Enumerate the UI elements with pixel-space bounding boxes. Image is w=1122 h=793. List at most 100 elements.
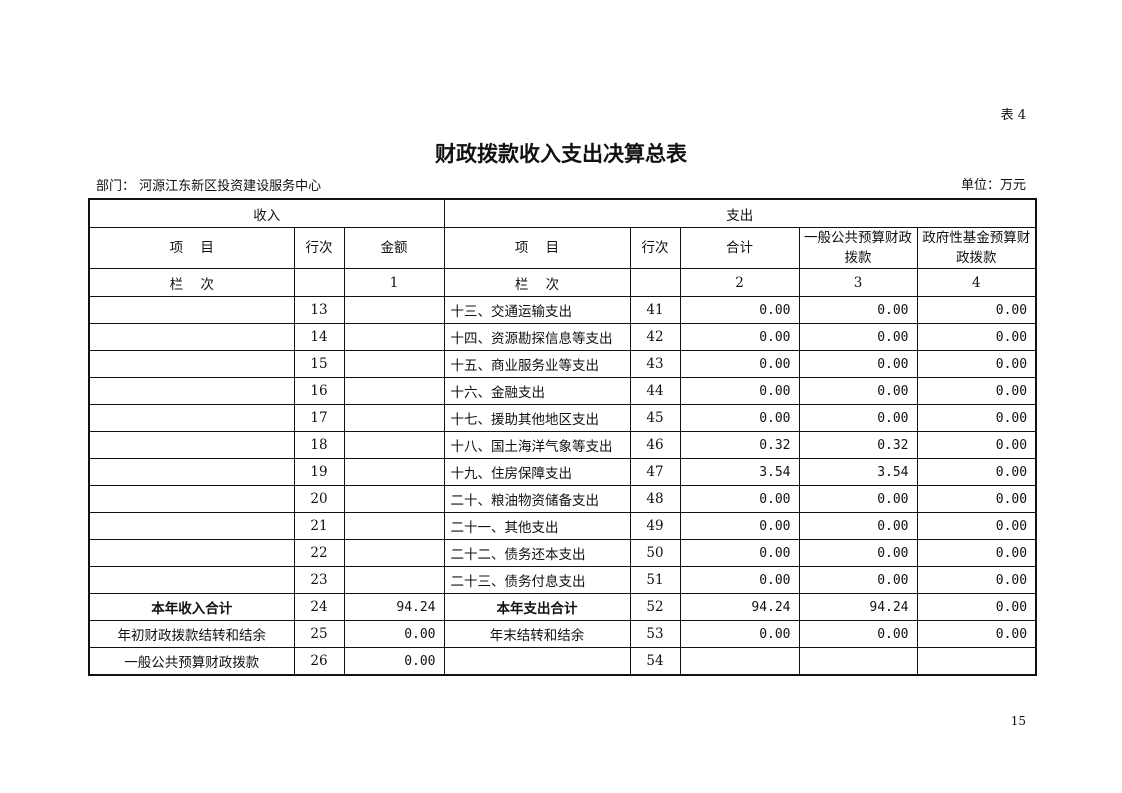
income-item <box>88 377 295 405</box>
expense-item: 二十一、其他支出 <box>443 512 631 540</box>
income-line: 25 <box>293 620 345 648</box>
expense-fund: 0.00 <box>916 512 1037 540</box>
expense-item: 十六、金融支出 <box>443 377 631 405</box>
expense-fund: 0.00 <box>916 377 1037 405</box>
expense-total: 0.00 <box>679 566 800 594</box>
table-row: 17 十七、援助其他地区支出 45 0.00 0.00 0.00 <box>88 404 1037 432</box>
expense-fund: 0.00 <box>916 458 1037 486</box>
income-line: 23 <box>293 566 345 594</box>
income-amount <box>343 539 445 567</box>
expense-general: 0.00 <box>798 512 918 540</box>
expense-item: 二十三、债务付息支出 <box>443 566 631 594</box>
income-amount <box>343 296 445 324</box>
page-number: 15 <box>1010 714 1026 728</box>
expense-fund: 0.00 <box>916 593 1037 621</box>
page-title: 财政拨款收入支出决算总表 <box>435 142 687 166</box>
income-header: 收入 <box>88 198 445 228</box>
expense-fund: 0.00 <box>916 323 1037 351</box>
expense-item: 十三、交通运输支出 <box>443 296 631 324</box>
expense-header: 支出 <box>443 198 1037 228</box>
income-amount: 0.00 <box>343 620 445 648</box>
expense-item: 十四、资源勘探信息等支出 <box>443 323 631 351</box>
expense-fund: 0.00 <box>916 296 1037 324</box>
expense-line: 49 <box>629 512 681 540</box>
table-row: 13 十三、交通运输支出 41 0.00 0.00 0.00 <box>88 296 1037 324</box>
expense-fund: 0.00 <box>916 350 1037 378</box>
expense-total: 3.54 <box>679 458 800 486</box>
table-row: 18 十八、国土海洋气象等支出 46 0.32 0.32 0.00 <box>88 431 1037 459</box>
income-amount <box>343 431 445 459</box>
expense-line: 43 <box>629 350 681 378</box>
col-2: 2 <box>679 268 800 297</box>
table-row: 一般公共预算财政拨款 26 0.00 54 <box>88 647 1037 676</box>
expense-total: 0.00 <box>679 350 800 378</box>
expense-fund: 0.00 <box>916 566 1037 594</box>
expense-total: 0.00 <box>679 323 800 351</box>
col-3: 3 <box>798 268 918 297</box>
expense-item: 十八、国土海洋气象等支出 <box>443 431 631 459</box>
income-line: 17 <box>293 404 345 432</box>
expense-general: 0.00 <box>798 296 918 324</box>
general-header: 一般公共预算财政拨款 <box>798 227 918 269</box>
expense-total: 0.00 <box>679 539 800 567</box>
expense-fund: 0.00 <box>916 404 1037 432</box>
expense-fund <box>916 647 1037 676</box>
expense-general: 0.00 <box>798 350 918 378</box>
income-item: 年初财政拨款结转和结余 <box>88 620 295 648</box>
income-item <box>88 296 295 324</box>
col-1: 1 <box>343 268 445 297</box>
income-item <box>88 539 295 567</box>
income-line: 19 <box>293 458 345 486</box>
table-row: 本年收入合计 24 94.24 本年支出合计 52 94.24 94.24 0.00 <box>88 593 1037 621</box>
income-line: 14 <box>293 323 345 351</box>
income-line: 26 <box>293 647 345 676</box>
income-amount <box>343 377 445 405</box>
expense-line: 51 <box>629 566 681 594</box>
expense-item: 十九、住房保障支出 <box>443 458 631 486</box>
income-amount <box>343 458 445 486</box>
expense-fund: 0.00 <box>916 485 1037 513</box>
expense-line: 44 <box>629 377 681 405</box>
exp-col-label: 栏 次 <box>443 268 631 297</box>
expense-general: 3.54 <box>798 458 918 486</box>
expense-general: 0.00 <box>798 404 918 432</box>
expense-general: 0.00 <box>798 323 918 351</box>
expense-total: 0.32 <box>679 431 800 459</box>
table-row: 16 十六、金融支出 44 0.00 0.00 0.00 <box>88 377 1037 405</box>
expense-item: 年末结转和结余 <box>443 620 631 648</box>
income-amount <box>343 512 445 540</box>
expense-general: 94.24 <box>798 593 918 621</box>
expense-total: 0.00 <box>679 377 800 405</box>
expense-fund: 0.00 <box>916 539 1037 567</box>
income-item <box>88 431 295 459</box>
table-row: 14 十四、资源勘探信息等支出 42 0.00 0.00 0.00 <box>88 323 1037 351</box>
expense-item: 二十、粮油物资储备支出 <box>443 485 631 513</box>
expense-total: 94.24 <box>679 593 800 621</box>
expense-general: 0.00 <box>798 539 918 567</box>
income-item <box>88 512 295 540</box>
table-row: 22 二十二、债务还本支出 50 0.00 0.00 0.00 <box>88 539 1037 567</box>
expense-line: 42 <box>629 323 681 351</box>
unit-label: 单位：万元 <box>960 178 1026 193</box>
col-empty <box>629 268 681 297</box>
expense-total: 0.00 <box>679 620 800 648</box>
income-line: 22 <box>293 539 345 567</box>
income-item <box>88 485 295 513</box>
income-item <box>88 566 295 594</box>
expense-line: 46 <box>629 431 681 459</box>
expense-total: 0.00 <box>679 512 800 540</box>
department-label: 部门： 河源江东新区投资建设服务中心 <box>96 179 322 194</box>
table-row: 15 十五、商业服务业等支出 43 0.00 0.00 0.00 <box>88 350 1037 378</box>
income-line: 18 <box>293 431 345 459</box>
income-amount: 0.00 <box>343 647 445 676</box>
expense-total: 0.00 <box>679 404 800 432</box>
income-item <box>88 323 295 351</box>
budget-table: 收入 支出 项 目 行次 金额 项 目 行次 合计 一般公共预算财政拨款 政府性… <box>88 198 1038 676</box>
income-item <box>88 350 295 378</box>
income-amount <box>343 485 445 513</box>
expense-item: 十七、援助其他地区支出 <box>443 404 631 432</box>
expense-item: 二十二、债务还本支出 <box>443 539 631 567</box>
income-line: 13 <box>293 296 345 324</box>
expense-item: 十五、商业服务业等支出 <box>443 350 631 378</box>
expense-fund: 0.00 <box>916 431 1037 459</box>
